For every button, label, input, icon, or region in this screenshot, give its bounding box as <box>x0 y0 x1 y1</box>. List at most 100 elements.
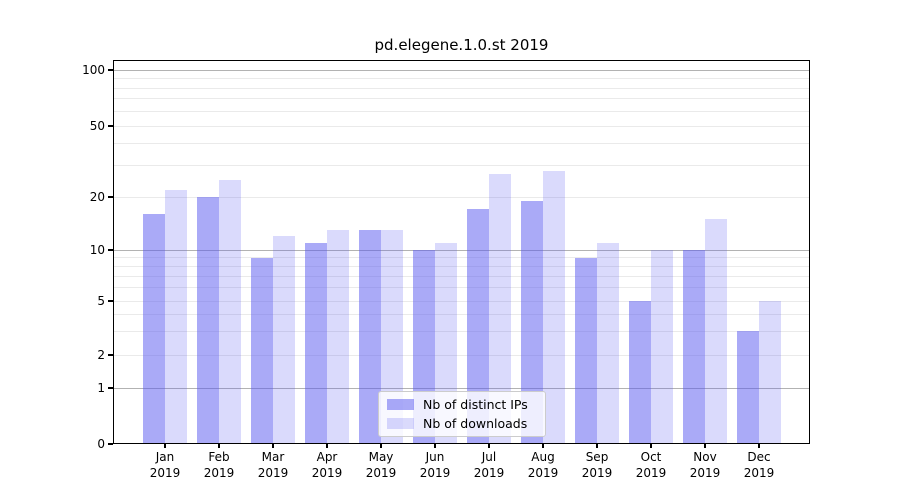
gridline-minor-5 <box>113 300 810 302</box>
bar-distinct-ips-dec <box>737 331 759 444</box>
gridline-minor-9 <box>113 257 810 259</box>
bar-downloads-sep <box>597 242 619 444</box>
bar-distinct-ips-sep <box>575 257 597 444</box>
x-tick-mark-apr <box>326 444 328 448</box>
x-tick-label-line: 2019 <box>635 465 667 480</box>
x-tick-label-line: 2019 <box>581 465 613 480</box>
gridline-minor-40 <box>113 142 810 144</box>
x-tick-label-line: Aug <box>531 450 555 464</box>
bar-downloads-jan <box>165 189 187 444</box>
gridline-minor-6 <box>113 287 810 289</box>
x-tick-mark-dec <box>758 444 760 448</box>
bar-downloads-dec <box>759 301 781 444</box>
gridline-major-100 <box>113 69 810 71</box>
bar-distinct-ips-oct <box>629 301 651 444</box>
legend-item-downloads: Nb of downloads <box>387 416 537 432</box>
chart-title: pd.elegene.1.0.st 2019 <box>374 36 549 54</box>
x-tick-mark-aug <box>542 444 544 448</box>
bar-downloads-oct <box>651 250 673 444</box>
bar-distinct-ips-nov <box>683 250 705 444</box>
x-tick-label-line: 2019 <box>203 465 235 480</box>
gridline-major-1 <box>113 387 810 389</box>
bar-distinct-ips-apr <box>305 242 327 444</box>
x-tick-label-feb: Feb 2019 <box>189 450 249 481</box>
y-tick-label-5: 5 <box>97 294 105 308</box>
x-tick-label-line: Mar <box>261 450 285 464</box>
y-tick-mark-1 <box>108 387 113 389</box>
x-tick-label-mar: Mar 2019 <box>243 450 303 481</box>
legend-swatch-distinct-ips <box>387 399 414 410</box>
x-tick-label-line: Oct <box>640 450 662 464</box>
x-tick-label-line: 2019 <box>743 465 775 480</box>
gridline-minor-20 <box>113 196 810 198</box>
bar-downloads-aug <box>543 170 565 444</box>
x-tick-label-line: 2019 <box>473 465 505 480</box>
bar-distinct-ips-aug <box>521 200 543 444</box>
gridline-minor-70 <box>113 98 810 100</box>
y-tick-mark-0 <box>108 443 113 445</box>
gridline-minor-7 <box>113 275 810 277</box>
x-tick-label-nov: Nov 2019 <box>675 450 735 481</box>
x-tick-label-line: 2019 <box>311 465 343 480</box>
bar-distinct-ips-may <box>359 229 381 444</box>
legend: Nb of distinct IPs Nb of downloads <box>378 391 546 437</box>
x-tick-label-line: Jun <box>425 450 445 464</box>
x-tick-mark-mar <box>272 444 274 448</box>
gridline-minor-8 <box>113 265 810 267</box>
bar-distinct-ips-mar <box>251 257 273 444</box>
y-tick-mark-10 <box>108 249 113 251</box>
bar-distinct-ips-jan <box>143 214 165 444</box>
x-tick-label-dec: Dec 2019 <box>729 450 789 481</box>
bar-downloads-jul <box>489 173 511 444</box>
x-tick-label-line: 2019 <box>419 465 451 480</box>
legend-swatch-downloads <box>387 418 414 429</box>
x-tick-label-jul: Jul 2019 <box>459 450 519 481</box>
y-tick-label-20: 20 <box>89 190 105 204</box>
plot-area: 0 1 2 5 10 20 50 100 Jan 2019 Feb 2019 Mar 2019 Apr 201… <box>82 60 810 480</box>
bar-downloads-apr <box>327 229 349 444</box>
gridline-minor-50 <box>113 125 810 127</box>
bar-downloads-feb <box>219 179 241 444</box>
bar-downloads-nov <box>705 218 727 444</box>
x-tick-label-line: Nov <box>693 450 717 464</box>
x-tick-label-line: Feb <box>208 450 230 464</box>
y-tick-label-50: 50 <box>89 119 105 133</box>
gridline-minor-2 <box>113 354 810 356</box>
x-tick-label-line: Jan <box>155 450 175 464</box>
x-tick-label-oct: Oct 2019 <box>621 450 681 481</box>
x-tick-mark-jan <box>164 444 166 448</box>
x-tick-mark-oct <box>650 444 652 448</box>
x-tick-label-jan: Jan 2019 <box>135 450 195 481</box>
y-tick-label-0: 0 <box>97 437 105 451</box>
x-tick-label-line: 2019 <box>149 465 181 480</box>
gridline-minor-60 <box>113 110 810 112</box>
y-tick-mark-5 <box>108 300 113 302</box>
x-tick-label-line: 2019 <box>527 465 559 480</box>
y-tick-mark-100 <box>108 69 113 71</box>
x-tick-mark-feb <box>218 444 220 448</box>
gridline-minor-4 <box>113 313 810 315</box>
x-tick-label-line: May <box>368 450 394 464</box>
x-tick-label-line: 2019 <box>257 465 289 480</box>
x-tick-label-line: 2019 <box>689 465 721 480</box>
x-tick-label-aug: Aug 2019 <box>513 450 573 481</box>
x-tick-mark-may <box>380 444 382 448</box>
y-tick-mark-20 <box>108 196 113 198</box>
bar-downloads-may <box>381 229 403 444</box>
gridline-minor-3 <box>113 330 810 332</box>
y-tick-mark-50 <box>108 125 113 127</box>
x-tick-label-line: Sep <box>585 450 609 464</box>
x-tick-label-apr: Apr 2019 <box>297 450 357 481</box>
y-tick-label-1: 1 <box>97 381 105 395</box>
gridline-major-10 <box>113 249 810 251</box>
legend-item-distinct-ips: Nb of distinct IPs <box>387 397 537 413</box>
gridline-minor-90 <box>113 78 810 79</box>
gridline-minor-30 <box>113 165 810 167</box>
y-tick-label-100: 100 <box>82 63 105 77</box>
x-tick-label-jun: Jun 2019 <box>405 450 465 481</box>
x-tick-label-may: May 2019 <box>351 450 411 481</box>
bar-distinct-ips-jul <box>467 209 489 444</box>
bar-downloads-mar <box>273 236 295 444</box>
x-tick-label-line: Jul <box>481 450 497 464</box>
